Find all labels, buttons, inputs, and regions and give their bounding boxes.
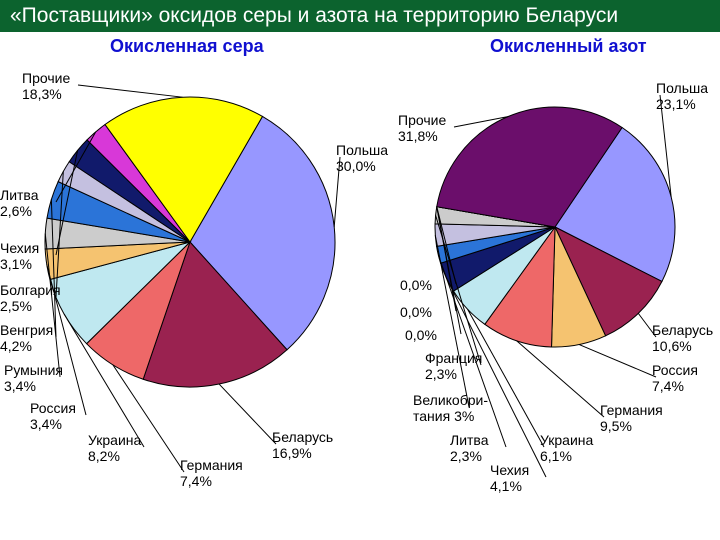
slice-label-Украина: Украина 8,2% [88, 432, 141, 464]
slice-label-Чехия: Чехия 4,1% [490, 462, 529, 494]
slice-label-Прочие: Прочие 31,8% [398, 112, 446, 144]
page-title: «Поставщики» оксидов серы и азота на тер… [0, 0, 720, 32]
slice-label-Болгария: Болгария 2,5% [0, 282, 61, 314]
slice-label-Прочие: Прочие 18,3% [22, 70, 70, 102]
slice-label-n3: 0,0% [400, 277, 432, 293]
slice-label-Франция: Франция 2,3% [425, 350, 482, 382]
slice-label-Литва: Литва 2,3% [450, 432, 489, 464]
slice-label-Россия: Россия 3,4% [30, 400, 76, 432]
slice-label-Беларусь: Беларусь 10,6% [652, 322, 713, 354]
charts-stage: Окисленная сера Окисленный азот Польша 3… [0, 32, 720, 540]
slice-label-Чехия: Чехия 3,1% [0, 240, 39, 272]
slice-label-Украина: Украина 6,1% [540, 432, 593, 464]
slice-label-n2: 0,0% [400, 304, 432, 320]
slice-label-Румыния: Румыния 3,4% [4, 362, 63, 394]
slice-label-Литва: Литва 2,6% [0, 187, 39, 219]
slice-label-Германия: Германия 9,5% [600, 402, 663, 434]
slice-label-Германия: Германия 7,4% [180, 457, 243, 489]
slice-label-Россия: Россия 7,4% [652, 362, 698, 394]
slice-label-Беларусь: Беларусь 16,9% [272, 429, 333, 461]
slice-label-n1: 0,0% [405, 327, 437, 343]
slice-label-Польша: Польша 30,0% [336, 142, 388, 174]
slice-label-Венгрия: Венгрия 4,2% [0, 322, 53, 354]
slice-label-Польша: Польша 23,1% [656, 80, 708, 112]
slice-label-Великобритания: Великобри- тания 3% [413, 392, 488, 424]
